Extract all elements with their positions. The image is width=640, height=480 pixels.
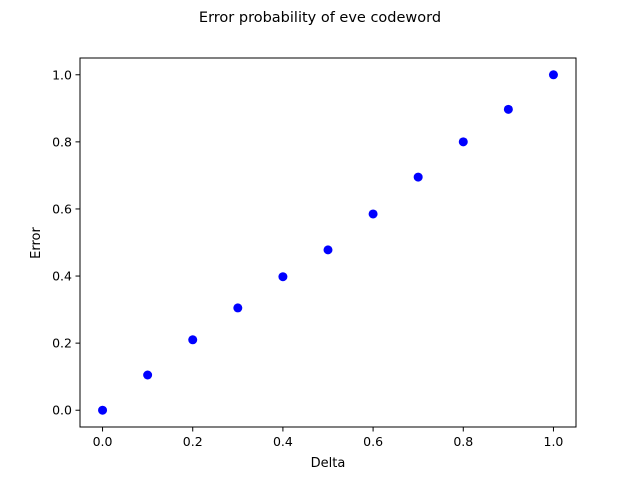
data-point — [188, 335, 198, 345]
data-point — [323, 245, 333, 255]
data-point — [143, 370, 153, 380]
plot-area-frame — [79, 57, 577, 428]
data-point — [368, 209, 378, 219]
y-tick-label: 0.0 — [52, 403, 72, 418]
y-tick-label: 0.6 — [52, 201, 72, 216]
data-point — [458, 137, 468, 147]
x-axis-label: Delta — [311, 456, 346, 471]
y-tick-label: 1.0 — [52, 67, 72, 82]
y-axis-ticks: 0.0 0.2 0.4 0.6 0.8 1.0 — [52, 67, 80, 418]
data-points — [98, 70, 558, 415]
data-point — [233, 303, 243, 313]
x-tick-label: 0.6 — [363, 434, 383, 449]
x-tick-label: 0.8 — [453, 434, 473, 449]
x-tick-label: 0.0 — [93, 434, 113, 449]
x-tick-label: 1.0 — [544, 434, 564, 449]
y-tick-label: 0.8 — [52, 134, 72, 149]
x-tick-label: 0.2 — [183, 434, 203, 449]
data-point — [98, 405, 108, 415]
y-tick-label: 0.4 — [52, 269, 72, 284]
data-point — [503, 104, 513, 114]
y-tick-label: 0.2 — [52, 336, 72, 351]
y-axis-label: Error — [29, 227, 44, 259]
data-point — [413, 172, 423, 182]
chart-title: Error probability of eve codeword — [199, 10, 441, 26]
x-axis-ticks: 0.0 0.2 0.4 0.6 0.8 1.0 — [93, 427, 564, 449]
x-tick-label: 0.4 — [273, 434, 293, 449]
data-point — [548, 70, 558, 80]
data-point — [278, 272, 288, 282]
